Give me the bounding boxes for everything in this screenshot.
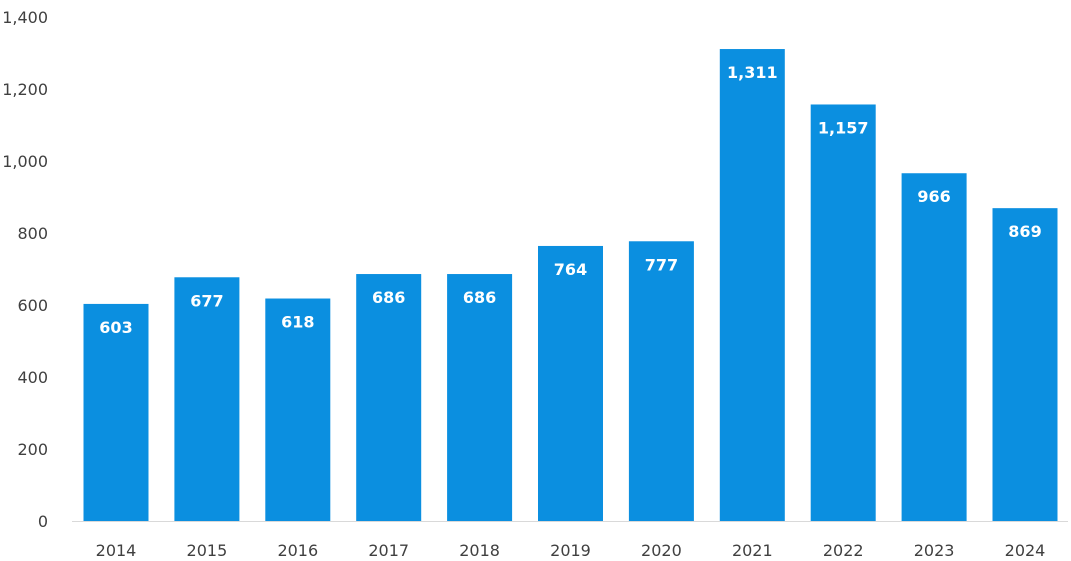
x-tick-label: 2016 — [277, 541, 318, 560]
bar — [83, 303, 149, 521]
bar — [719, 49, 785, 521]
bar-value-label: 677 — [190, 291, 223, 310]
y-tick-label: 600 — [17, 296, 48, 315]
bar-value-label: 603 — [99, 318, 132, 337]
bars — [83, 49, 1058, 522]
x-tick-label: 2024 — [1005, 541, 1046, 560]
bar-value-label: 764 — [554, 260, 587, 279]
bar-value-label: 966 — [917, 187, 950, 206]
bar — [628, 241, 694, 521]
y-tick-label: 800 — [17, 224, 48, 243]
y-tick-label: 0 — [38, 512, 48, 531]
x-tick-label: 2018 — [459, 541, 500, 560]
y-tick-label: 1,200 — [2, 80, 48, 99]
bar-value-label: 686 — [372, 288, 405, 307]
bar-value-label: 686 — [463, 288, 496, 307]
bar-value-label: 1,157 — [818, 118, 869, 137]
x-tick-label: 2021 — [732, 541, 773, 560]
bar — [356, 274, 422, 521]
bar — [447, 274, 513, 521]
x-tick-label: 2023 — [914, 541, 955, 560]
x-tick-label: 2017 — [368, 541, 409, 560]
bar — [174, 277, 240, 521]
bar-value-label: 1,311 — [727, 63, 778, 82]
x-tick-label: 2015 — [187, 541, 228, 560]
bar — [265, 298, 331, 521]
bar — [901, 173, 967, 522]
bar — [538, 245, 603, 521]
y-tick-label: 1,400 — [2, 8, 48, 27]
x-tick-label: 2014 — [96, 541, 137, 560]
y-tick-label: 400 — [17, 368, 48, 387]
bar — [810, 104, 876, 521]
bar-value-label: 869 — [1008, 222, 1041, 241]
x-axis-ticks: 2014 2015 2016 2017 2018 2019 2020 2021 2022 2023… — [96, 541, 1046, 560]
y-tick-label: 1,000 — [2, 152, 48, 171]
bar-value-label: 777 — [645, 255, 678, 274]
x-tick-label: 2019 — [550, 541, 591, 560]
data-labels: 603 677 618 686 686 764 777 1,311 1,157 966 869 — [99, 63, 1041, 337]
x-tick-label: 2020 — [641, 541, 682, 560]
y-tick-label: 200 — [17, 440, 48, 459]
bar — [992, 208, 1058, 521]
y-axis-ticks: 0 200 400 600 800 1,000 1,200 1,400 — [2, 8, 48, 531]
bar-value-label: 618 — [281, 313, 314, 332]
x-tick-label: 2022 — [823, 541, 864, 560]
